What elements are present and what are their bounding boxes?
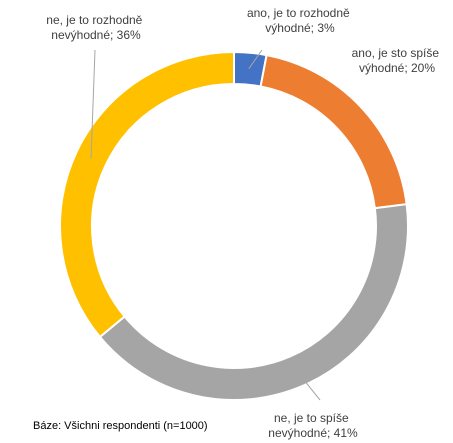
- data-label-ne-spise: ne, je to spíše nevýhodné; 41%: [268, 411, 358, 440]
- slice-ne-spise: [98, 203, 409, 401]
- data-label-ano-spise: ano, je sto spíše výhodné; 20%: [352, 46, 443, 75]
- data-label-ano-rozhodne: ano, je to rozhodně výhodné; 3%: [247, 6, 353, 35]
- data-labels: ano, je to rozhodně výhodné; 3% ano, je …: [46, 6, 443, 440]
- label-leader-lines: [90, 49, 321, 401]
- leader-ne-spise: [296, 370, 321, 401]
- leader-ano-rozhodne: [248, 49, 263, 69]
- slice-ne-rozhodne: [59, 50, 235, 339]
- data-label-ne-rozhodne: ne, je to rozhodně nevýhodné; 36%: [46, 13, 145, 42]
- leader-ne-rozhodne: [90, 49, 96, 159]
- slice-ano-spise: [259, 53, 408, 210]
- donut-slices: [59, 50, 409, 401]
- base-footnote: Báze: Všichni respondenti (n=1000): [33, 420, 208, 432]
